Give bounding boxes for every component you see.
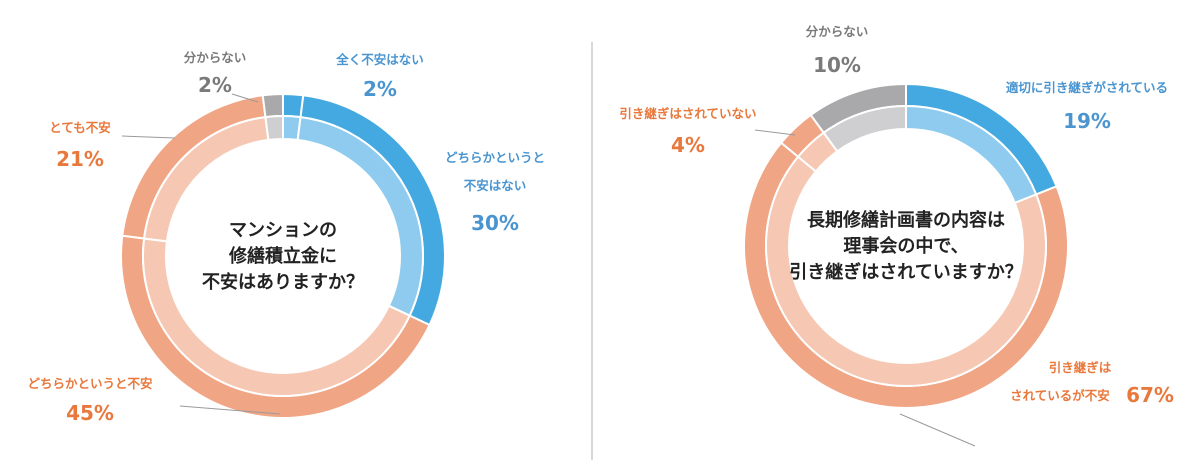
slice-inner-2 xyxy=(765,155,1047,387)
slice-label: 不安はない xyxy=(464,178,527,193)
slice-percentage: 19% xyxy=(1063,109,1111,133)
slice-label: 適切に引き継ぎがされている xyxy=(1006,80,1168,95)
slice-percentage: 2% xyxy=(198,73,232,97)
chart-center-title-line: 理事会の中で、 xyxy=(843,235,968,257)
leader-line xyxy=(899,413,976,447)
slice-label: 分からない xyxy=(184,50,247,65)
slice-label: 全く不安はない xyxy=(335,52,424,67)
slice-label: 分からない xyxy=(806,24,869,39)
leader-line xyxy=(179,405,281,415)
slice-percentage: 67% xyxy=(1126,383,1174,407)
slice-label: 引き継ぎは xyxy=(1049,360,1112,375)
slice-inner-4 xyxy=(822,104,907,153)
chart-center-title-line: 修繕積立金に xyxy=(228,245,337,267)
slice-label: とても不安 xyxy=(49,120,111,135)
chart-center-title-line: 引き継ぎはされていますか？ xyxy=(789,261,1022,283)
leader-line xyxy=(121,135,176,139)
leader-line xyxy=(754,129,796,136)
slice-percentage: 4% xyxy=(671,133,705,157)
slice-inner-5 xyxy=(264,114,284,142)
slice-label: どちらかというと不安 xyxy=(27,376,152,391)
slice-percentage: 2% xyxy=(363,77,397,101)
chart-center-title-line: マンションの xyxy=(229,220,337,241)
slice-percentage: 45% xyxy=(66,401,114,425)
slice-percentage: 30% xyxy=(471,211,519,235)
chart-center-title-line: 不安はありますか？ xyxy=(202,271,364,293)
slice-label: どちらかというと xyxy=(445,150,545,165)
slice-label: 引き継ぎはされていない xyxy=(619,106,756,121)
leader-line xyxy=(231,93,259,103)
chart-center-title-line: 長期修繕計画書の内容は xyxy=(807,209,1005,231)
slice-percentage: 10% xyxy=(813,53,861,77)
slice-label: されているが不安 xyxy=(1010,388,1110,403)
slice-percentage: 21% xyxy=(56,147,104,171)
slice-outer-5 xyxy=(261,92,284,119)
